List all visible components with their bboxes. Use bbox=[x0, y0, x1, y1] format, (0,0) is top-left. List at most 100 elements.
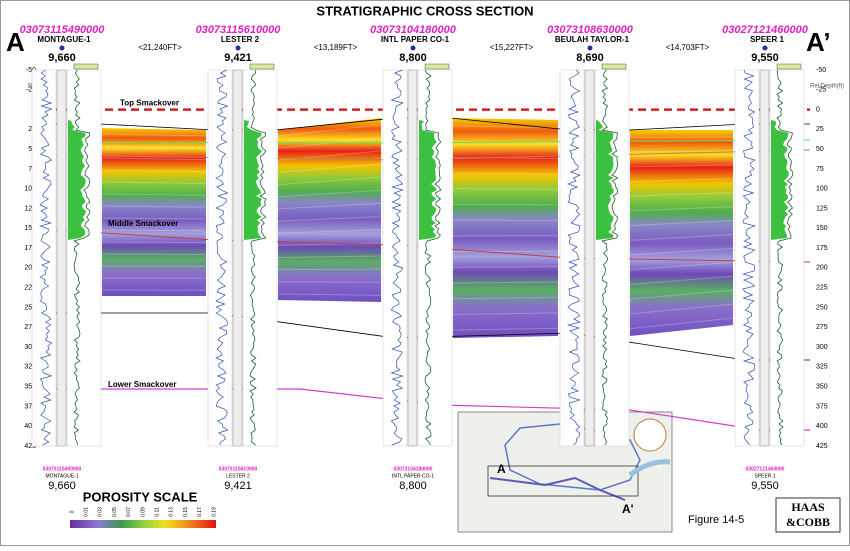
footer-api: 03027121460000 bbox=[746, 466, 785, 472]
well-spacing: <15,227FT> bbox=[490, 43, 534, 52]
bed-line bbox=[278, 282, 381, 283]
depth-column bbox=[233, 70, 242, 446]
depth-tick: 100 bbox=[816, 186, 828, 193]
depth-column bbox=[57, 70, 66, 446]
scale-label: 0 bbox=[69, 510, 75, 513]
scale-title: POROSITY SCALE bbox=[83, 489, 198, 504]
well-symbol bbox=[60, 46, 65, 51]
footer-api: 03073104180000 bbox=[394, 466, 433, 472]
porosity-panel bbox=[278, 118, 381, 302]
depth-tick: 175 bbox=[816, 245, 828, 252]
well-value: 8,800 bbox=[399, 52, 427, 64]
footer-value: 9,550 bbox=[751, 480, 779, 492]
depth-column bbox=[585, 70, 594, 446]
map-end: A' bbox=[622, 502, 634, 516]
depth-tick: 0 bbox=[816, 106, 820, 113]
depth-column bbox=[408, 70, 417, 446]
depth-column bbox=[760, 70, 769, 446]
depth-tick: 425 bbox=[816, 443, 828, 450]
footer-name: INTL PAPER CO-1 bbox=[392, 473, 434, 479]
scale-label: 0.13 bbox=[169, 507, 175, 517]
scale-label: 0.17 bbox=[197, 507, 203, 517]
depth-tick: 25 bbox=[816, 126, 824, 133]
footer-value: 8,800 bbox=[399, 480, 427, 492]
log-track bbox=[32, 70, 56, 446]
scale-label: 0.03 bbox=[98, 507, 104, 517]
depth-tick: 150 bbox=[816, 225, 828, 232]
endpoint-right: A’ bbox=[806, 27, 831, 57]
depth-tick: 375 bbox=[816, 403, 828, 410]
formation-label: Middle Smackover bbox=[108, 219, 178, 228]
well-api: 03027121460000 bbox=[722, 24, 809, 36]
footer-name: MONTAGUE-1 bbox=[46, 473, 79, 479]
formation-label: Top Smackover bbox=[120, 99, 179, 108]
bed-line bbox=[102, 254, 206, 255]
well-name: LESTER 2 bbox=[221, 35, 260, 44]
bed-line bbox=[453, 189, 558, 190]
well-symbol bbox=[588, 46, 593, 51]
well-name: INTL PAPER CO-1 bbox=[381, 35, 450, 44]
log-track bbox=[770, 70, 804, 446]
footer-api: 03073115490000 bbox=[43, 466, 82, 472]
depth-tick: 125 bbox=[816, 205, 828, 212]
well-spacing: <21,240FT> bbox=[138, 43, 182, 52]
footer-api: 03073115610000 bbox=[219, 466, 258, 472]
logo: &COBB bbox=[786, 515, 830, 529]
track-header bbox=[74, 64, 98, 69]
log-track bbox=[560, 70, 584, 446]
gamma-fill bbox=[419, 120, 437, 240]
well-api: 03073108630000 bbox=[547, 24, 634, 36]
well-symbol bbox=[236, 46, 241, 51]
depth-tick: 350 bbox=[816, 383, 828, 390]
scale-label: 0.15 bbox=[183, 507, 189, 517]
well-symbol bbox=[411, 46, 416, 51]
logo: HAAS bbox=[791, 500, 825, 514]
depth-tick: -25 bbox=[816, 87, 826, 94]
porosity-panel bbox=[102, 128, 206, 296]
footer-value: 9,660 bbox=[48, 480, 76, 492]
well-api: 03073115610000 bbox=[196, 24, 282, 36]
well-name: MONTAGUE-1 bbox=[37, 35, 91, 44]
scale-bar bbox=[70, 520, 216, 528]
track-header bbox=[250, 64, 274, 69]
log-track bbox=[243, 70, 277, 446]
log-track bbox=[418, 70, 452, 446]
bed-line bbox=[453, 267, 558, 268]
well-name: BEULAH TAYLOR-1 bbox=[555, 35, 630, 44]
well-value: 8,690 bbox=[576, 52, 604, 64]
well-symbol bbox=[763, 46, 768, 51]
figure-label: Figure 14-5 bbox=[688, 514, 744, 526]
track-header bbox=[425, 64, 449, 69]
depth-tick: 75 bbox=[816, 166, 824, 173]
footer-name: LESTER 2 bbox=[226, 473, 250, 479]
depth-tick: 50 bbox=[816, 146, 824, 153]
formation-label: Lower Smackover bbox=[108, 380, 176, 389]
footer-value: 9,421 bbox=[224, 480, 252, 492]
map-inset bbox=[634, 419, 666, 451]
depth-tick: 400 bbox=[816, 423, 828, 430]
well-name: SPEER 1 bbox=[750, 35, 784, 44]
scale-label: 0.07 bbox=[126, 507, 132, 517]
bed-line bbox=[102, 242, 206, 243]
depth-tick: -50 bbox=[816, 67, 826, 74]
well-value: 9,550 bbox=[751, 52, 779, 64]
well-api: 03073115490000 bbox=[20, 24, 106, 36]
depth-tick: 225 bbox=[816, 285, 828, 292]
well-api: 03073104180000 bbox=[370, 24, 457, 36]
footer-name: SPEER 1 bbox=[754, 473, 775, 479]
track-header bbox=[777, 64, 801, 69]
log-track bbox=[208, 70, 232, 446]
depth-tick: 275 bbox=[816, 324, 828, 331]
well-value: 9,421 bbox=[224, 52, 252, 64]
title: STRATIGRAPHIC CROSS SECTION bbox=[316, 3, 533, 18]
depth-tick: 300 bbox=[816, 344, 828, 351]
scale-label: 0.09 bbox=[140, 507, 146, 517]
map-start: A bbox=[497, 462, 506, 476]
scale-label: 0.19 bbox=[211, 507, 217, 517]
bed-line bbox=[278, 269, 381, 270]
log-track bbox=[735, 70, 759, 446]
scale-label: 0.05 bbox=[112, 507, 118, 517]
depth-tick: 325 bbox=[816, 364, 828, 371]
well-value: 9,660 bbox=[48, 52, 76, 64]
